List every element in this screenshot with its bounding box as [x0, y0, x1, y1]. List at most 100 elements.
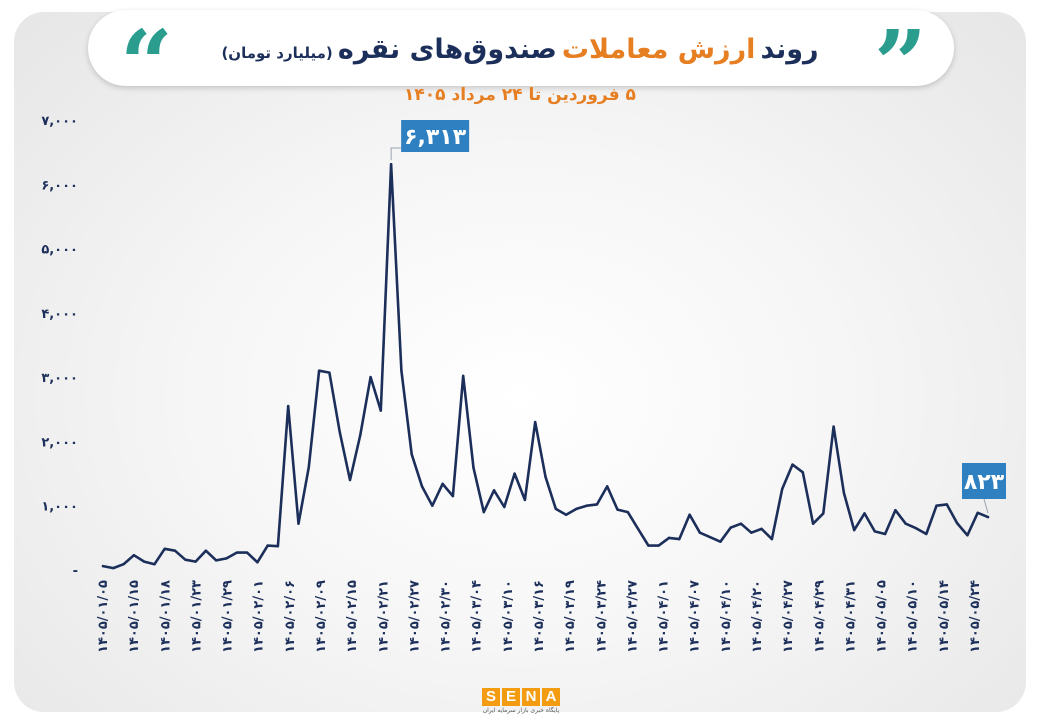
data-point — [132, 554, 136, 557]
x-tick-label: ۱۴۰۵/۰۴/۲۰ — [750, 580, 765, 653]
data-point — [461, 374, 465, 378]
data-point — [389, 162, 393, 166]
data-point — [142, 560, 146, 563]
series-line — [101, 162, 990, 570]
data-point — [235, 551, 238, 554]
data-point — [770, 537, 774, 541]
data-point — [307, 465, 311, 469]
data-point — [554, 507, 557, 511]
data-point — [688, 513, 691, 516]
data-point — [925, 532, 928, 536]
data-point — [585, 504, 588, 507]
data-point — [503, 505, 506, 509]
data-point — [678, 537, 681, 541]
data-point — [698, 531, 702, 534]
data-point — [811, 522, 815, 525]
title-banner — [88, 10, 954, 86]
y-tick-label: ۱,۰۰۰ — [41, 500, 78, 515]
data-point — [482, 510, 485, 514]
data-point — [894, 509, 897, 512]
callout-box — [962, 463, 1006, 499]
callout-leader — [983, 498, 989, 514]
data-point — [492, 489, 496, 492]
quote-left-icon: “ — [120, 10, 173, 118]
title-part-3: صندوق‌های نقره — [337, 34, 557, 65]
data-point — [780, 487, 784, 491]
x-tick-label: ۱۴۰۵/۰۳/۰۴ — [470, 580, 485, 653]
data-point — [163, 547, 166, 550]
x-tick-label: ۱۴۰۵/۰۴/۰۱ — [657, 580, 672, 653]
data-point — [523, 498, 527, 502]
x-tick-label: ۱۴۰۵/۰۳/۱۰ — [501, 580, 516, 653]
data-point — [400, 369, 403, 372]
data-point — [842, 491, 846, 495]
series-layer — [101, 162, 990, 570]
data-point — [883, 532, 887, 536]
x-tick-label: ۱۴۰۵/۰۲/۰۱ — [252, 580, 267, 653]
data-point — [760, 527, 763, 531]
data-point — [873, 530, 877, 533]
data-point — [636, 527, 640, 531]
data-point — [451, 494, 455, 498]
annotation-layer: ۶,۳۱۳ ۸۲۳ — [390, 120, 1006, 514]
x-tick-label: ۱۴۰۵/۰۵/۱۴ — [937, 580, 952, 653]
y-tick-label: ۵,۰۰۰ — [41, 243, 78, 258]
data-point — [112, 566, 115, 570]
data-point — [801, 471, 804, 474]
y-tick-label: ۴,۰۰۰ — [41, 307, 78, 322]
data-point — [667, 536, 671, 540]
title-unit: (میلیارد تومان) — [221, 44, 333, 62]
data-point — [575, 507, 578, 511]
x-tick-label: ۱۴۰۵/۰۳/۲۴ — [594, 580, 609, 653]
data-point — [904, 522, 907, 525]
callout-box — [401, 120, 470, 152]
data-point — [317, 369, 321, 372]
data-point — [606, 485, 609, 488]
x-tick-label: ۱۴۰۵/۰۲/۱۵ — [345, 580, 360, 653]
data-point — [853, 528, 856, 532]
data-point — [369, 375, 372, 379]
data-point — [544, 475, 547, 478]
data-point — [647, 544, 650, 547]
data-point — [976, 511, 979, 514]
data-point — [822, 512, 825, 515]
y-axis: - ۱,۰۰۰ ۲,۰۰۰ ۳,۰۰۰ ۴,۰۰۰ ۵,۰۰۰ ۶,۰۰۰ ۷,۰۰۰ — [41, 114, 78, 579]
data-point — [914, 527, 918, 530]
data-point — [986, 515, 990, 519]
data-point — [750, 531, 753, 534]
data-point — [945, 503, 949, 506]
data-point — [719, 540, 722, 543]
callout-label: ۸۲۳ — [964, 470, 1005, 495]
data-point — [276, 545, 280, 548]
logo-letter: A — [542, 688, 560, 706]
data-point — [657, 544, 660, 547]
x-tick-label: ۱۴۰۵/۰۱/۱۸ — [158, 580, 173, 653]
data-point — [832, 425, 835, 428]
data-point — [534, 420, 537, 424]
data-point — [266, 544, 269, 547]
data-point — [564, 513, 568, 516]
data-point — [256, 561, 259, 564]
data-point — [287, 404, 290, 408]
y-tick-label: - — [73, 564, 78, 579]
x-tick-label: ۱۴۰۵/۰۴/۱۰ — [719, 580, 734, 653]
chart-subtitle: ۵ فروردین تا ۲۴ مرداد ۱۴۰۵ — [404, 85, 636, 105]
x-tick-label: ۱۴۰۵/۰۴/۲۷ — [781, 580, 796, 653]
data-point — [328, 371, 331, 374]
data-point — [245, 551, 249, 554]
logo-letter: E — [502, 688, 520, 706]
x-tick-label: ۱۴۰۵/۰۳/۲۷ — [625, 580, 640, 653]
data-point — [955, 521, 959, 525]
x-tick-label: ۱۴۰۵/۰۲/۲۷ — [407, 580, 422, 653]
logo-letter: N — [522, 688, 540, 706]
data-point — [153, 563, 156, 566]
data-point — [225, 557, 228, 560]
data-point — [441, 482, 444, 486]
data-point — [626, 510, 630, 514]
sena-logo: S E N A پایگاه خبری بازار سرمایه ایران — [478, 688, 564, 720]
x-tick-label: ۱۴۰۵/۰۱/۱۵ — [127, 580, 142, 653]
x-tick-label: ۱۴۰۵/۰۱/۰۵ — [96, 580, 111, 653]
data-point — [410, 453, 413, 456]
y-tick-label: ۳,۰۰۰ — [41, 371, 78, 386]
